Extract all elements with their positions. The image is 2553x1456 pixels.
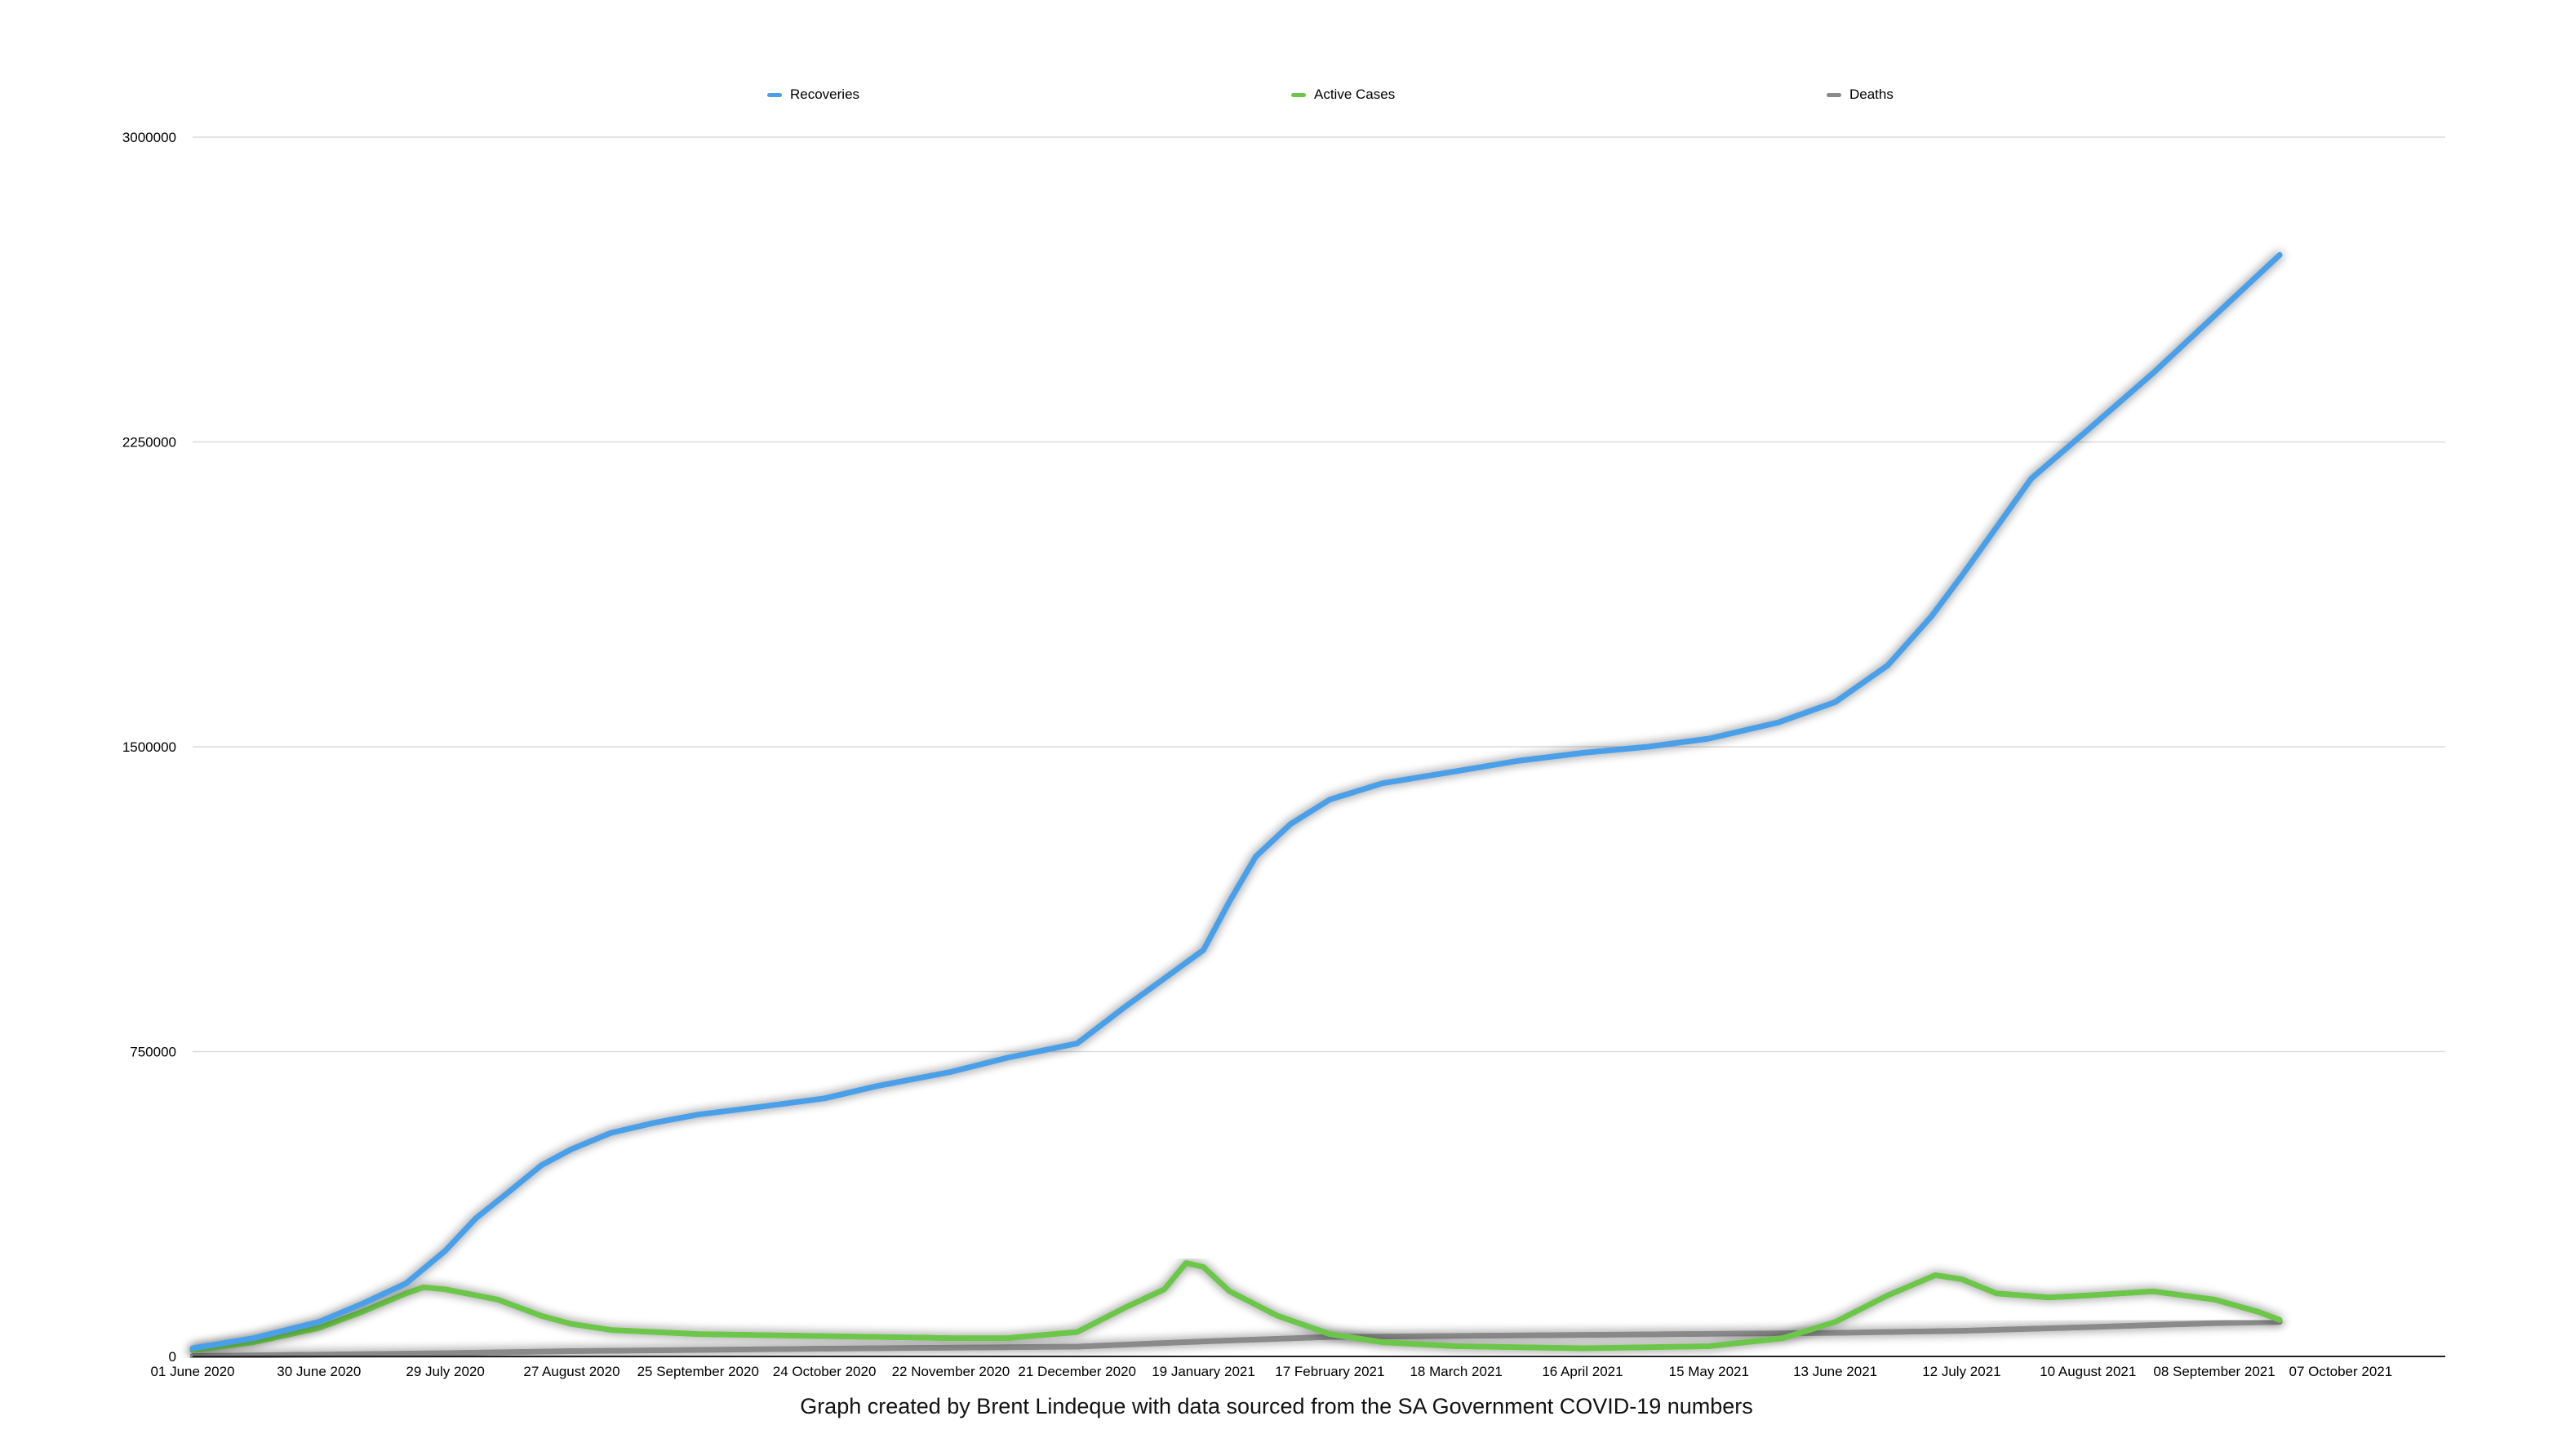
x-tick-label: 27 August 2020 (523, 1364, 619, 1379)
legend-item-active-cases: Active Cases (1291, 85, 1395, 104)
series-line-deaths (189, 1319, 2283, 1359)
y-tick-label: 3000000 (122, 130, 176, 145)
legend-swatch-deaths (1827, 92, 1841, 97)
x-tick-label: 10 August 2021 (2040, 1364, 2136, 1379)
x-tick-label: 29 July 2020 (406, 1364, 484, 1379)
x-tick-label: 12 July 2021 (1922, 1364, 2000, 1379)
y-tick-label: 0 (169, 1349, 176, 1365)
legend-swatch-active-cases (1291, 92, 1306, 97)
legend-label-active-cases: Active Cases (1314, 87, 1396, 102)
x-tick-label: 18 March 2021 (1410, 1364, 1502, 1379)
legend-item-recoveries: Recoveries (767, 85, 859, 104)
x-tick-label: 16 April 2021 (1542, 1364, 1623, 1379)
legend-swatch-recoveries (767, 92, 782, 97)
x-tick-label: 22 November 2020 (892, 1364, 1010, 1379)
y-tick-label: 2250000 (122, 435, 176, 451)
legend-item-deaths: Deaths (1827, 85, 1894, 104)
series-line-active-cases (189, 1260, 2283, 1353)
x-axis-tick-labels: 01 June 2020 30 June 2020 29 July 2020 27 A… (150, 1364, 2392, 1379)
legend-label-recoveries: Recoveries (790, 87, 860, 102)
series-lines (189, 251, 2283, 1359)
x-tick-label: 30 June 2020 (277, 1364, 361, 1379)
gridlines (193, 136, 2445, 1053)
x-tick-label: 13 June 2021 (1793, 1364, 1877, 1379)
x-tick-label: 15 May 2021 (1669, 1364, 1749, 1379)
x-tick-label: 21 December 2020 (1018, 1364, 1136, 1379)
x-tick-label: 07 October 2021 (2289, 1364, 2393, 1379)
y-tick-label: 1500000 (122, 739, 176, 755)
x-tick-label: 25 September 2020 (637, 1364, 759, 1379)
x-tick-label: 17 February 2021 (1275, 1364, 1384, 1379)
x-tick-label: 01 June 2020 (150, 1364, 234, 1379)
y-tick-label: 750000 (130, 1045, 176, 1060)
chart-caption: Graph created by Brent Lindeque with dat… (800, 1394, 1753, 1418)
legend-label-deaths: Deaths (1849, 87, 1894, 102)
x-tick-label: 24 October 2020 (773, 1364, 877, 1379)
x-tick-label: 19 January 2021 (1152, 1364, 1255, 1379)
x-tick-label: 08 September 2021 (2153, 1364, 2275, 1379)
y-axis-tick-labels: 0 750000 1500000 2250000 3000000 (122, 130, 176, 1365)
series-line-recoveries (189, 251, 2283, 1352)
